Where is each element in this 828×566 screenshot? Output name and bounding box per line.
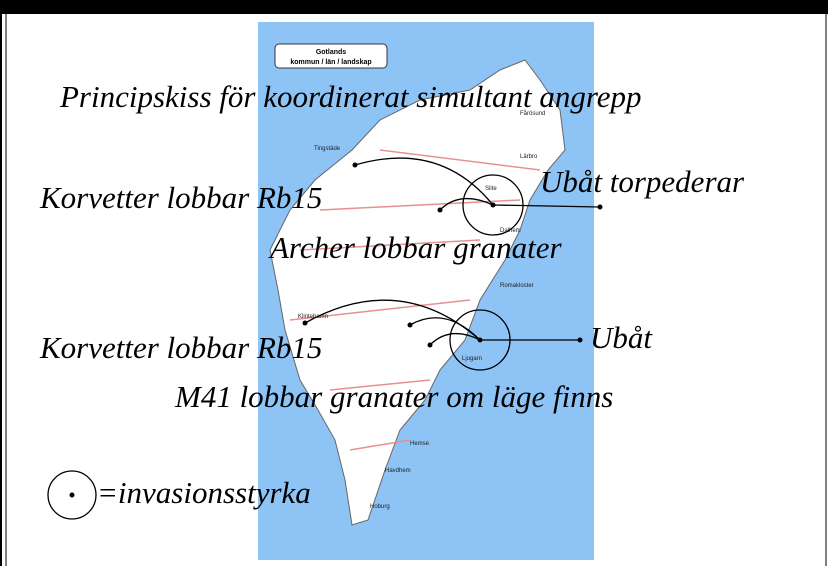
place-label: Klintehamn	[298, 314, 328, 320]
annotation: Korvetter lobbar Rb15	[39, 330, 322, 365]
annotation: Ubåt	[590, 320, 653, 355]
place-label: Lärbro	[520, 154, 538, 160]
place-label: Fårösund	[520, 110, 545, 117]
legend-label: =invasionsstyrka	[97, 475, 311, 510]
arc	[354, 157, 494, 206]
map-header-box	[274, 43, 388, 69]
annotation: M41 lobbar granater om läge finns	[174, 379, 613, 414]
arc	[439, 198, 494, 211]
legend-circle	[47, 470, 97, 520]
place-label: Slite	[485, 186, 497, 192]
annotation: Ubåt torpederar	[540, 164, 745, 199]
borders	[289, 149, 541, 451]
line	[492, 204, 601, 208]
place-label: Havdhem	[385, 468, 411, 474]
place-label: Ljugarn	[462, 356, 482, 362]
sketch	[47, 157, 601, 520]
title: Principskiss för koordinerat simultant a…	[59, 79, 642, 114]
arc	[429, 333, 481, 346]
annotation: Korvetter lobbar Rb15	[39, 180, 322, 215]
island	[269, 59, 566, 526]
map-header: Gotlands	[316, 49, 346, 56]
arc	[409, 317, 481, 341]
place-label: Hemse	[410, 441, 430, 447]
map: Gotlands kommun / län / landskap Tingstä…	[258, 22, 594, 560]
map-subheader: kommun / län / landskap	[290, 59, 371, 66]
place-label: Dalhem	[500, 228, 521, 234]
dots	[69, 162, 603, 498]
place-label: Hoburg	[370, 504, 390, 510]
annotation: Archer lobbar granater	[268, 230, 563, 265]
place-label: Romakloster	[500, 283, 534, 289]
place-label: Tingstäde	[314, 146, 341, 152]
top-border	[0, 0, 828, 14]
